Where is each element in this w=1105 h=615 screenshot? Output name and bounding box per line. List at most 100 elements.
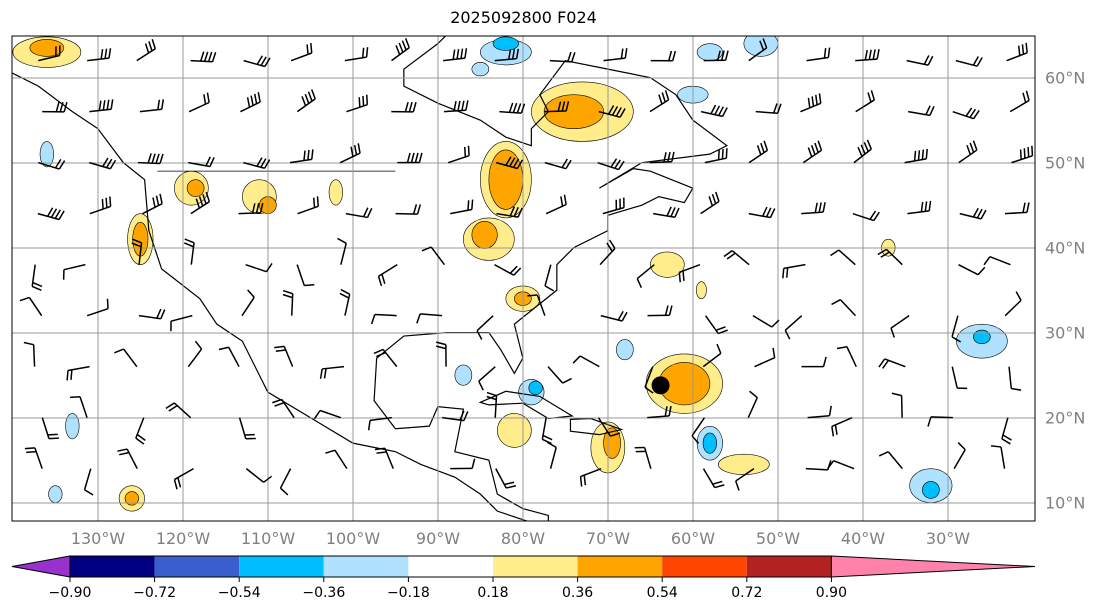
colorbar-bin [746, 556, 832, 577]
colorbar-tick-label: 0.72 [731, 585, 763, 601]
wind-barb [238, 202, 264, 215]
shaded-contour [650, 251, 685, 278]
wind-barb [802, 140, 823, 164]
wind-barb [478, 366, 496, 391]
wind-barb [572, 355, 600, 368]
wind-barb [549, 51, 576, 63]
wind-barb-layer [19, 38, 1034, 496]
wind-barb [416, 313, 443, 324]
wind-barb [436, 341, 447, 367]
wind-barb [1011, 145, 1034, 164]
wind-barb [346, 94, 369, 113]
shaded-contour [695, 281, 707, 299]
wind-barb [958, 263, 986, 276]
shaded-contour [454, 364, 473, 386]
longitude-label: 30°W [925, 529, 971, 548]
wind-barb [703, 50, 729, 62]
colorbar-tick-label: −0.36 [302, 585, 346, 601]
colorbar-bin [323, 556, 409, 577]
wind-barb [218, 346, 240, 368]
wind-barb [245, 262, 273, 273]
shaded-contour [616, 339, 634, 361]
shaded-contour [471, 62, 490, 77]
shaded-contour [328, 179, 343, 206]
wind-barb [544, 158, 572, 170]
wind-barb [23, 341, 36, 367]
colorbar-outline [69, 555, 832, 578]
wind-barb [597, 417, 621, 437]
wind-barb [748, 206, 776, 219]
wind-barb [800, 93, 822, 113]
wind-barb [704, 315, 728, 335]
colorbar-tick-label: −0.54 [217, 585, 261, 601]
wind-barb [827, 459, 855, 470]
wind-barb [805, 460, 832, 471]
wind-barb [495, 156, 524, 170]
wind-barb [274, 345, 294, 367]
wind-barb [836, 346, 857, 367]
wind-barb [296, 264, 315, 287]
wind-barb [855, 90, 876, 113]
wind-barb [1009, 90, 1030, 113]
wind-barb [486, 391, 498, 418]
shaded-contour [65, 413, 80, 440]
latitude-label: 20°N [1045, 408, 1086, 428]
longitude-label: 50°W [755, 529, 801, 548]
wind-barb [190, 51, 217, 63]
wind-barb [450, 199, 474, 215]
wind-barb [754, 347, 776, 368]
colorbar-bin [662, 556, 747, 577]
wind-barb [367, 416, 392, 431]
wind-barb [782, 263, 806, 279]
colorbar-bin [577, 556, 663, 577]
wind-barb [806, 47, 831, 62]
wind-barb [1006, 42, 1028, 62]
colorbar [11, 555, 1036, 582]
wind-barb [951, 315, 962, 343]
wind-barb [602, 197, 625, 215]
colorbar-tick-label: 0.36 [562, 585, 594, 601]
wind-barb [138, 308, 166, 320]
wind-barb [544, 264, 555, 292]
wind-barb [241, 289, 255, 317]
wind-barb [878, 358, 906, 369]
wind-barb [319, 365, 345, 379]
shaded-contour [543, 94, 604, 129]
wind-barb [855, 49, 880, 62]
wind-barb [853, 139, 873, 164]
wind-barb [647, 405, 672, 419]
shaded-contour [48, 485, 63, 503]
shaded-contour [124, 491, 139, 506]
longitude-label: 90°W [415, 529, 461, 548]
wind-barb [598, 105, 626, 118]
wind-barb [243, 157, 271, 170]
wind-barb [421, 246, 446, 266]
longitude-label: 40°W [840, 529, 886, 548]
wind-barb [238, 417, 256, 440]
wind-barb [289, 149, 314, 164]
wind-barb [391, 101, 417, 113]
wind-barb [891, 392, 903, 418]
wind-barb [723, 250, 750, 266]
wind-barb [990, 445, 1006, 469]
wind-barb [114, 348, 138, 368]
wind-barb [41, 417, 59, 440]
wind-barb [391, 38, 410, 62]
wind-barb [494, 263, 522, 276]
wind-barb [951, 366, 968, 390]
wind-barb [31, 264, 43, 292]
coastline-layer [12, 36, 728, 521]
wind-barb [906, 55, 934, 66]
wind-barb [755, 103, 782, 114]
wind-barb [187, 340, 203, 368]
wind-barb [87, 48, 112, 62]
wind-barb [649, 151, 675, 164]
wind-barb [170, 314, 193, 332]
wind-barb [527, 294, 546, 316]
wind-barb [62, 263, 86, 280]
colorbar-bin [70, 556, 155, 577]
wind-barb [494, 48, 520, 62]
colorbar-bin [239, 556, 324, 577]
wind-barb [184, 238, 195, 265]
wind-barb [890, 315, 910, 338]
